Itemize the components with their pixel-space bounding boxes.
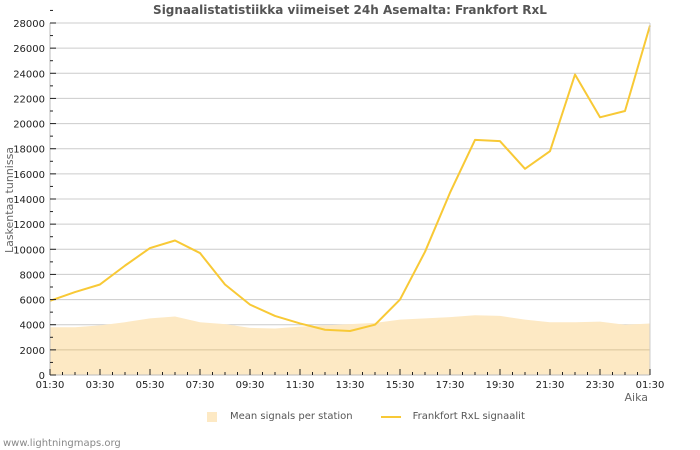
x-tick-label: 17:30 — [436, 380, 465, 391]
y-tick-label: 14000 — [13, 195, 45, 206]
x-tick-label: 07:30 — [186, 380, 215, 391]
y-tick-label: 22000 — [13, 94, 45, 105]
chart-title: Signaalistatistiikka viimeiset 24h Asema… — [153, 3, 547, 17]
y-tick-label: 28000 — [13, 19, 45, 30]
y-tick-label: 20000 — [13, 120, 45, 131]
y-tick-label: 0 — [39, 371, 45, 382]
x-tick-label: 09:30 — [236, 380, 265, 391]
y-tick-label: 10000 — [13, 245, 45, 256]
x-tick-label: 01:30 — [636, 380, 665, 391]
x-tick-label: 13:30 — [336, 380, 365, 391]
x-axis-ticks: 01:30 03:30 05:30 07:30 09:30 11:30 13:30 15:30… — [36, 369, 665, 391]
x-tick-label: 05:30 — [136, 380, 165, 391]
x-tick-label: 23:30 — [586, 380, 615, 391]
mean-legend-swatch-icon — [207, 411, 217, 422]
y-tick-label: 16000 — [13, 170, 45, 181]
y-tick-label: 2000 — [20, 346, 45, 357]
grid-lines — [50, 22, 650, 351]
y-axis-title: Laskentaa tunnissa — [3, 147, 16, 253]
y-axis-ticks: 0 2000 4000 6000 8000 10000 12000 14000 16000 180… — [13, 9, 56, 382]
mean-area-series — [50, 315, 650, 375]
legend: Mean signals per station Frankfort RxL s… — [207, 411, 525, 422]
x-tick-label: 19:30 — [486, 380, 515, 391]
station-line-series — [49, 25, 651, 332]
line-legend-swatch-icon — [380, 415, 401, 418]
x-tick-label: 21:30 — [536, 380, 565, 391]
footer-source-link[interactable]: www.lightningmaps.org — [3, 438, 121, 449]
x-tick-label: 11:30 — [286, 380, 315, 391]
chart-plot: 0 2000 4000 6000 8000 10000 12000 14000 16000 180… — [3, 9, 665, 404]
y-tick-label: 6000 — [20, 296, 45, 307]
y-tick-label: 24000 — [13, 69, 45, 80]
x-tick-label: 15:30 — [386, 380, 415, 391]
x-tick-label: 01:30 — [36, 380, 65, 391]
y-tick-label: 18000 — [13, 145, 45, 156]
y-tick-label: 26000 — [13, 44, 45, 55]
line-legend-label: Frankfort RxL signaalit — [412, 411, 525, 422]
y-tick-label: 4000 — [20, 321, 45, 332]
mean-legend-label: Mean signals per station — [230, 411, 353, 422]
y-tick-label: 8000 — [20, 270, 45, 281]
y-tick-label: 12000 — [13, 220, 45, 231]
x-tick-label: 03:30 — [86, 380, 115, 391]
x-axis-title: Aika — [625, 391, 649, 404]
